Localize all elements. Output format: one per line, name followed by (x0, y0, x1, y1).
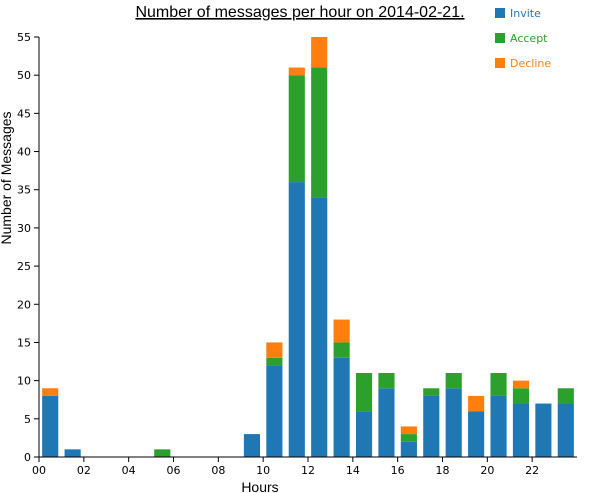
bar-accept-12 (311, 67, 328, 198)
legend-swatch-decline (495, 58, 505, 68)
x-tick-label: 22 (525, 464, 539, 477)
bar-decline-19 (468, 395, 485, 412)
x-tick-label: 08 (211, 464, 225, 477)
bar-invite-01 (64, 449, 81, 457)
x-axis: 00 02 04 06 08 10 12 14 16 18 20 22 (32, 456, 577, 477)
bar-invite-20 (490, 395, 507, 457)
bar-invite-00 (42, 395, 59, 457)
y-tick-label: 25 (17, 260, 31, 273)
y-tick-label: 35 (17, 184, 31, 197)
bar-accept-11 (288, 75, 305, 183)
bar-accept-13 (333, 342, 350, 358)
x-tick-label: 18 (436, 464, 450, 477)
bar-accept-20 (490, 373, 507, 396)
bar-invite-14 (355, 411, 373, 457)
y-tick-label: 55 (17, 31, 31, 44)
bar-invite-21 (512, 403, 530, 457)
legend-label-decline: Decline (510, 57, 551, 70)
bar-decline-10 (266, 342, 283, 358)
legend-label-accept: Accept (510, 32, 548, 45)
bar-decline-16 (400, 426, 417, 435)
bar-decline-00 (42, 388, 59, 396)
x-tick-label: 00 (32, 464, 46, 477)
y-tick-label: 45 (17, 107, 31, 120)
bar-decline-11 (288, 67, 305, 76)
x-tick-label: 06 (167, 464, 181, 477)
bar-accept-16 (400, 434, 417, 442)
y-axis-label: Number of Messages (0, 111, 14, 244)
x-tick-label: 16 (391, 464, 405, 477)
bar-invite-19 (468, 411, 485, 457)
legend-swatch-invite (495, 8, 505, 18)
x-tick-label: 04 (122, 464, 136, 477)
y-tick-label: 50 (17, 69, 31, 82)
bar-accept-14 (355, 373, 373, 412)
bar-invite-22 (535, 403, 552, 457)
bar-invite-09 (243, 434, 261, 457)
bar-decline-21 (512, 380, 530, 389)
bar-decline-12 (311, 37, 328, 68)
bar-invite-18 (445, 388, 462, 457)
bar-accept-10 (266, 357, 283, 366)
x-tick-label: 10 (256, 464, 270, 477)
bar-accept-17 (423, 388, 440, 396)
bar-invite-16 (400, 441, 417, 457)
y-tick-label: 20 (17, 298, 31, 311)
bar-invite-13 (333, 357, 350, 457)
y-axis: 0 5 10 15 20 25 30 35 40 45 50 55 (17, 31, 40, 464)
bar-accept-05 (154, 449, 171, 457)
y-tick-label: 10 (17, 375, 31, 388)
y-tick-label: 15 (17, 336, 31, 349)
y-tick-label: 0 (24, 451, 31, 464)
y-tick-label: 30 (17, 222, 31, 235)
x-tick-label: 12 (301, 464, 315, 477)
chart-title: Number of messages per hour on 2014-02-2… (135, 4, 464, 21)
x-axis-label: Hours (241, 479, 278, 493)
x-tick-label: 20 (480, 464, 494, 477)
y-tick-label: 5 (24, 413, 31, 426)
bar-invite-12 (311, 197, 328, 458)
bar-accept-18 (445, 373, 462, 389)
bar-accept-21 (512, 388, 530, 404)
bar-accept-15 (378, 373, 395, 389)
bar-invite-11 (288, 182, 305, 457)
bar-decline-13 (333, 319, 350, 343)
x-tick-label: 14 (346, 464, 360, 477)
bar-invite-15 (378, 388, 395, 457)
bar-invite-23 (557, 403, 574, 457)
legend: Invite Accept Decline (495, 7, 551, 70)
bar-invite-17 (423, 395, 440, 457)
y-tick-label: 40 (17, 146, 31, 159)
legend-label-invite: Invite (510, 7, 541, 20)
bar-accept-23 (557, 388, 574, 404)
x-tick-label: 02 (77, 464, 91, 477)
bar-invite-10 (266, 365, 283, 457)
legend-swatch-accept (495, 33, 505, 43)
plot-area (42, 37, 574, 458)
